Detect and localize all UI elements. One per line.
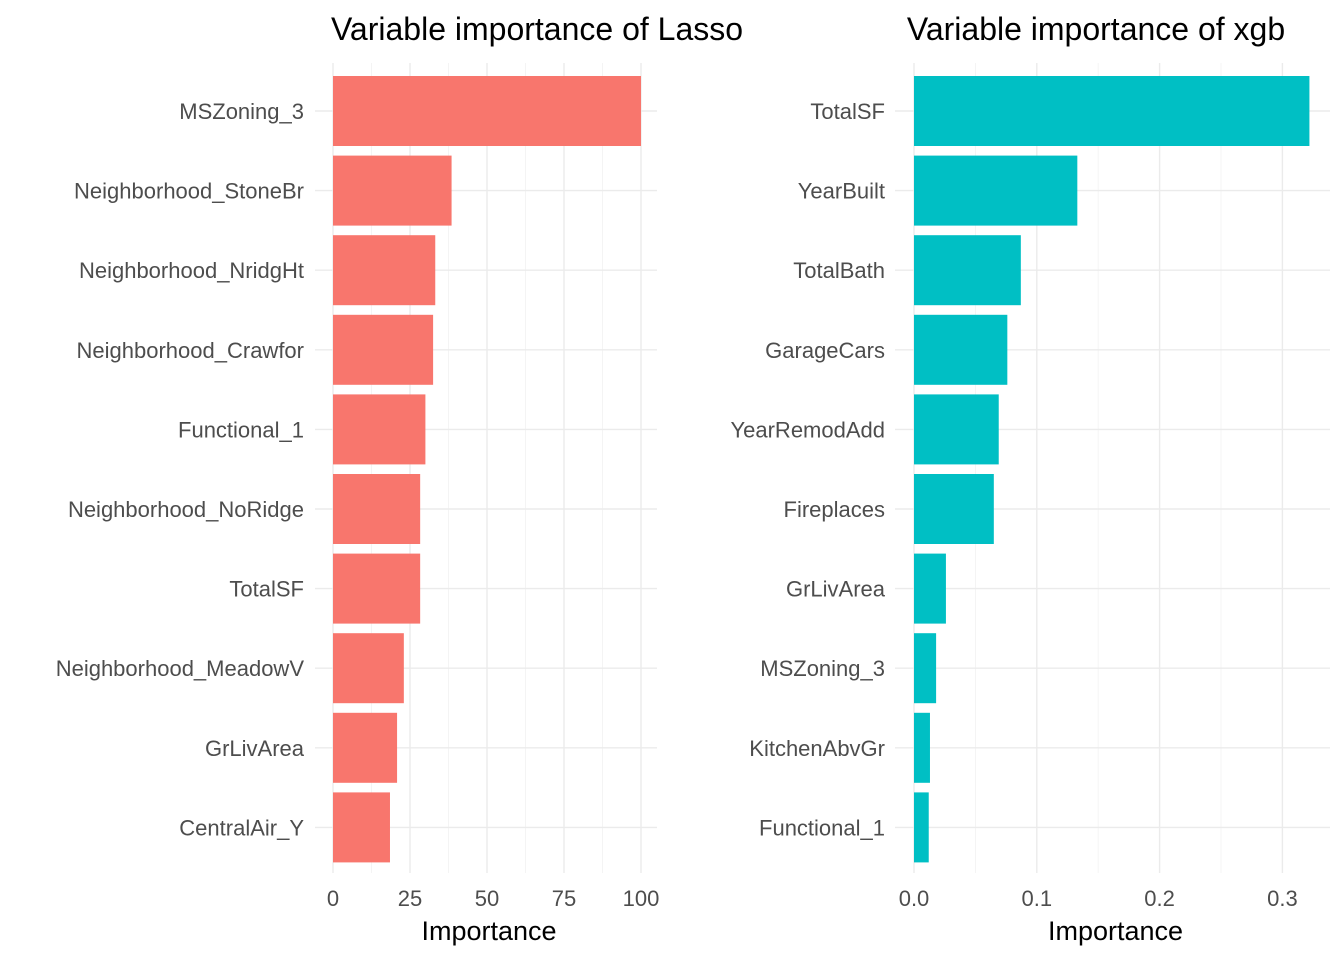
- bar: [914, 474, 994, 544]
- x-tick-label: 0.0: [899, 886, 930, 911]
- bar: [333, 633, 404, 704]
- category-label: Neighborhood_StoneBr: [74, 179, 304, 204]
- bar: [914, 235, 1021, 306]
- bar: [333, 792, 390, 863]
- x-axis-title: Importance: [421, 916, 556, 946]
- bar: [914, 633, 937, 704]
- x-tick-label: 0: [327, 886, 339, 911]
- bar: [333, 314, 434, 385]
- x-tick-label: 100: [623, 886, 660, 911]
- category-label: Functional_1: [759, 815, 885, 840]
- category-label: Neighborhood_MeadowV: [56, 656, 305, 681]
- bar: [333, 712, 398, 783]
- bar: [333, 235, 436, 306]
- bar: [333, 474, 421, 544]
- bar: [914, 553, 946, 624]
- bar: [333, 155, 452, 226]
- bar: [914, 394, 999, 465]
- category-label: TotalSF: [810, 99, 885, 124]
- category-label: TotalBath: [793, 258, 885, 283]
- bar: [914, 155, 1078, 226]
- category-label: Neighborhood_Crawfor: [77, 338, 304, 363]
- x-tick-label: 75: [552, 886, 576, 911]
- category-label: Fireplaces: [784, 497, 885, 522]
- bar: [333, 394, 426, 465]
- category-label: KitchenAbvGr: [749, 736, 885, 761]
- category-label: Functional_1: [178, 417, 304, 442]
- category-label: GrLivArea: [786, 577, 886, 602]
- category-label: MSZoning_3: [760, 656, 885, 681]
- category-label: GarageCars: [765, 338, 885, 363]
- category-label: GrLivArea: [205, 736, 305, 761]
- x-tick-label: 0.1: [1022, 886, 1053, 911]
- bar: [914, 314, 1008, 385]
- x-tick-label: 0.3: [1267, 886, 1298, 911]
- category-label: CentralAir_Y: [179, 815, 304, 840]
- chart-title: Variable importance of Lasso: [331, 11, 743, 47]
- chart-title: Variable importance of xgb: [907, 11, 1285, 47]
- category-label: Neighborhood_NoRidge: [68, 497, 304, 522]
- x-tick-label: 25: [398, 886, 422, 911]
- bar: [914, 76, 1310, 146]
- bar: [914, 792, 929, 863]
- x-tick-label: 0.2: [1144, 886, 1175, 911]
- x-axis-title: Importance: [1048, 916, 1183, 946]
- category-label: YearBuilt: [798, 179, 885, 204]
- category-label: Neighborhood_NridgHt: [79, 258, 304, 283]
- bar: [914, 712, 930, 783]
- bar: [333, 553, 421, 624]
- category-label: MSZoning_3: [179, 99, 304, 124]
- x-tick-label: 50: [475, 886, 499, 911]
- category-label: TotalSF: [229, 577, 304, 602]
- bar: [333, 76, 641, 146]
- category-label: YearRemodAdd: [730, 417, 885, 442]
